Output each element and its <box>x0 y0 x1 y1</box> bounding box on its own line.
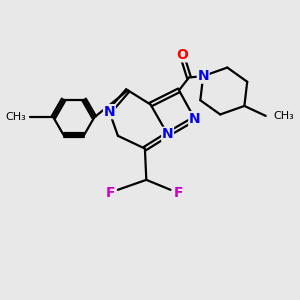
Text: N: N <box>162 128 173 141</box>
Text: N: N <box>103 105 115 118</box>
Text: CH₃: CH₃ <box>5 112 26 122</box>
Text: O: O <box>176 48 188 62</box>
Text: N: N <box>189 112 200 126</box>
Text: F: F <box>173 186 183 200</box>
Text: F: F <box>106 186 115 200</box>
Text: N: N <box>197 69 209 83</box>
Text: CH₃: CH₃ <box>274 111 294 121</box>
